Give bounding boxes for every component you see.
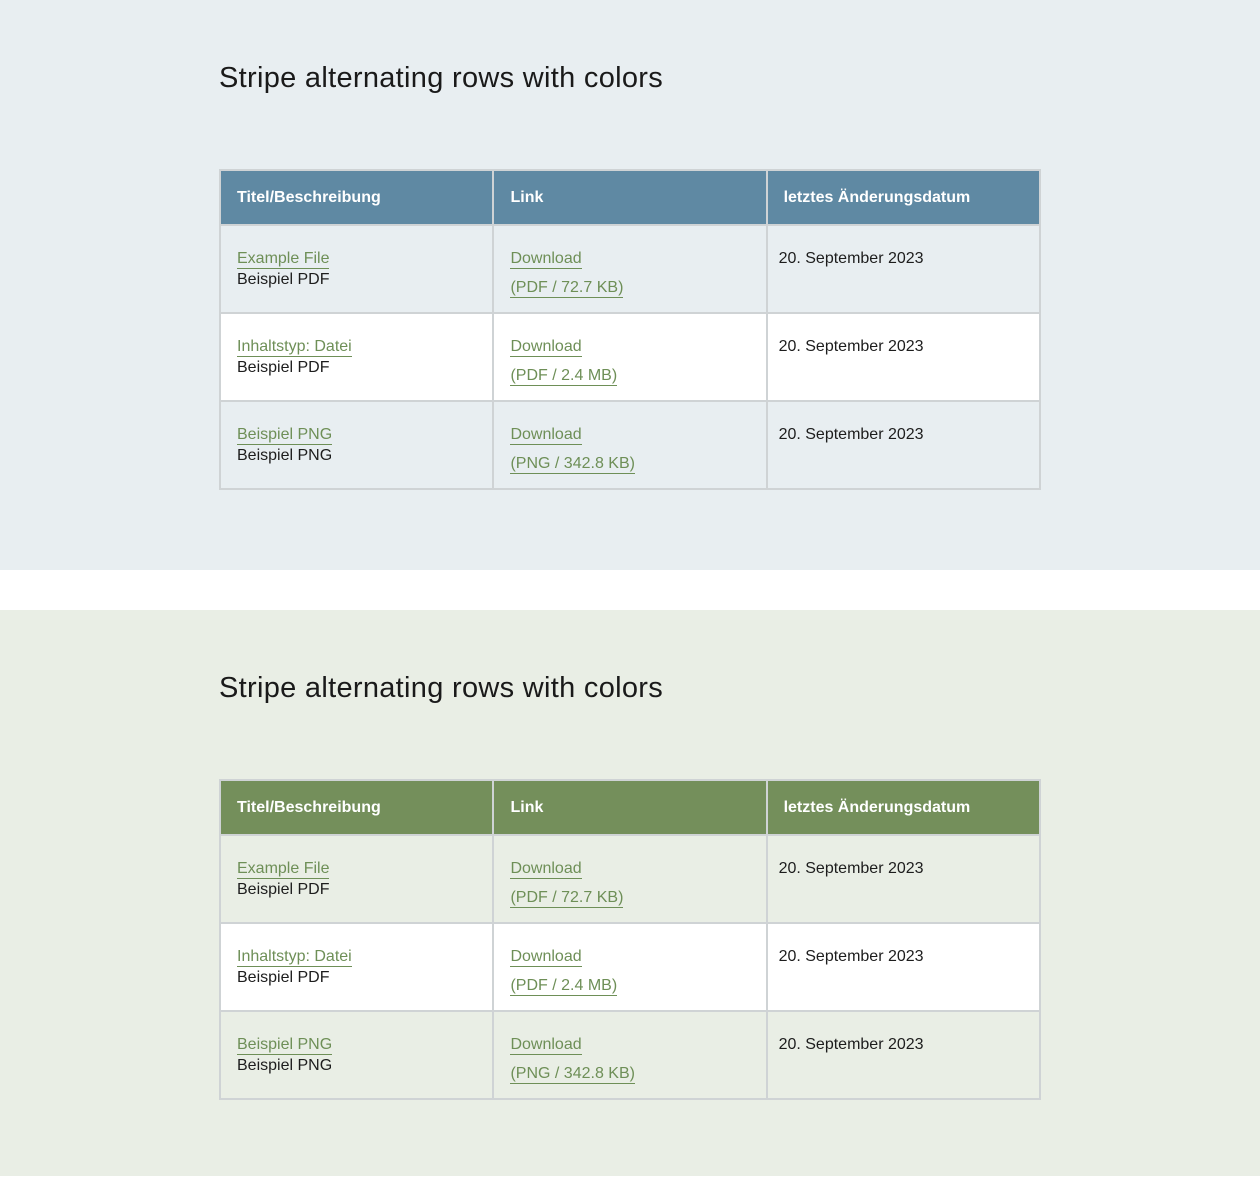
column-header-date: letztes Änderungsdatum (765, 169, 1042, 226)
title-link[interactable]: Inhaltstyp: Datei (237, 338, 352, 357)
download-link[interactable]: Download (510, 948, 582, 967)
link-cell: Download (PDF / 72.7 KB) (492, 834, 768, 924)
date-cell: 20. September 2023 (765, 400, 1042, 490)
modified-date: 20. September 2023 (778, 860, 924, 877)
title-link[interactable]: Example File (237, 250, 330, 269)
date-cell: 20. September 2023 (765, 834, 1042, 924)
link-cell: Download (PNG / 342.8 KB) (492, 400, 768, 490)
section-title: Stripe alternating rows with colors (219, 672, 664, 704)
download-link[interactable]: Download (510, 860, 582, 879)
data-table: Titel/Beschreibung Link letztes Änderung… (218, 169, 1042, 490)
column-header-title: Titel/Beschreibung (218, 779, 495, 836)
table-header-row: Titel/Beschreibung Link letztes Änderung… (218, 169, 1042, 226)
column-header-link: Link (492, 779, 768, 836)
download-link[interactable]: Download (510, 1036, 582, 1055)
title-cell: Inhaltstyp: Datei Beispiel PDF (218, 312, 495, 402)
table-header-row: Titel/Beschreibung Link letztes Änderung… (218, 779, 1042, 836)
table-row: Beispiel PNG Beispiel PNG Download (PNG / 3… (218, 1010, 1042, 1100)
link-cell: Download (PDF / 2.4 MB) (492, 312, 768, 402)
file-info-link[interactable]: (PDF / 2.4 MB) (510, 367, 618, 386)
title-cell: Example File Beispiel PDF (218, 224, 495, 314)
download-link[interactable]: Download (510, 250, 582, 269)
modified-date: 20. September 2023 (778, 250, 924, 267)
description: Beispiel PDF (237, 881, 330, 898)
file-info-link[interactable]: (PDF / 72.7 KB) (510, 889, 624, 908)
link-cell: Download (PDF / 72.7 KB) (492, 224, 768, 314)
modified-date: 20. September 2023 (778, 426, 924, 443)
modified-date: 20. September 2023 (778, 338, 924, 355)
date-cell: 20. September 2023 (765, 224, 1042, 314)
title-link[interactable]: Inhaltstyp: Datei (237, 948, 352, 967)
title-link[interactable]: Beispiel PNG (237, 1036, 333, 1055)
download-link[interactable]: Download (510, 338, 582, 357)
title-cell: Example File Beispiel PDF (218, 834, 495, 924)
title-link[interactable]: Example File (237, 860, 330, 879)
description: Beispiel PNG (237, 1057, 333, 1074)
file-info-link[interactable]: (PDF / 72.7 KB) (510, 279, 624, 298)
date-cell: 20. September 2023 (765, 1010, 1042, 1100)
table-row: Example File Beispiel PDF Download (PDF / 7… (218, 224, 1042, 314)
link-cell: Download (PNG / 342.8 KB) (492, 1010, 768, 1100)
modified-date: 20. September 2023 (778, 1036, 924, 1053)
table-row: Inhaltstyp: Datei Beispiel PDF Download (PD… (218, 312, 1042, 402)
date-cell: 20. September 2023 (765, 922, 1042, 1012)
title-cell: Inhaltstyp: Datei Beispiel PDF (218, 922, 495, 1012)
table-row: Example File Beispiel PDF Download (PDF / 7… (218, 834, 1042, 924)
description: Beispiel PDF (237, 359, 330, 376)
description: Beispiel PDF (237, 969, 330, 986)
modified-date: 20. September 2023 (778, 948, 924, 965)
download-link[interactable]: Download (510, 426, 582, 445)
description: Beispiel PDF (237, 271, 330, 288)
title-link[interactable]: Beispiel PNG (237, 426, 333, 445)
file-info-link[interactable]: (PNG / 342.8 KB) (510, 1065, 635, 1084)
date-cell: 20. September 2023 (765, 312, 1042, 402)
table-section: Stripe alternating rows with colors Tite… (0, 0, 1260, 570)
section-title: Stripe alternating rows with colors (219, 62, 664, 94)
file-info-link[interactable]: (PDF / 2.4 MB) (510, 977, 618, 996)
table-section: Stripe alternating rows with colors Tite… (0, 610, 1260, 1176)
column-header-title: Titel/Beschreibung (218, 169, 495, 226)
data-table: Titel/Beschreibung Link letztes Änderung… (218, 779, 1042, 1100)
column-header-date: letztes Änderungsdatum (765, 779, 1042, 836)
table-row: Inhaltstyp: Datei Beispiel PDF Download (PD… (218, 922, 1042, 1012)
link-cell: Download (PDF / 2.4 MB) (492, 922, 768, 1012)
title-cell: Beispiel PNG Beispiel PNG (218, 400, 495, 490)
column-header-link: Link (492, 169, 768, 226)
title-cell: Beispiel PNG Beispiel PNG (218, 1010, 495, 1100)
table-row: Beispiel PNG Beispiel PNG Download (PNG / 3… (218, 400, 1042, 490)
description: Beispiel PNG (237, 447, 333, 464)
file-info-link[interactable]: (PNG / 342.8 KB) (510, 455, 635, 474)
